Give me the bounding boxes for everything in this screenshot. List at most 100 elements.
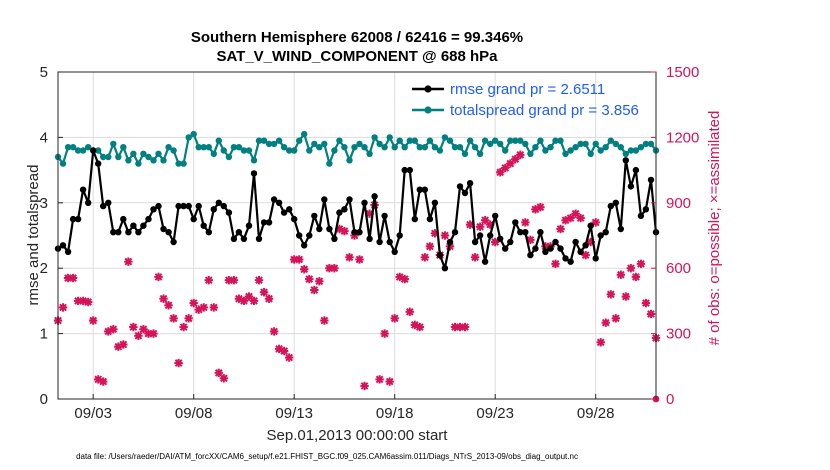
- rmse-point: [175, 202, 182, 210]
- obs-count-point: [360, 381, 369, 391]
- totalspread-point: [175, 160, 182, 167]
- rmse-point: [160, 225, 167, 233]
- rmse-point: [301, 242, 308, 249]
- totalspread-point: [622, 150, 629, 157]
- totalspread-point: [401, 144, 408, 151]
- rmse-point: [386, 238, 393, 246]
- y-right-tick-label: 300: [666, 326, 691, 343]
- rmse-point: [436, 251, 444, 259]
- x-tick-label: 09/13: [275, 405, 313, 422]
- grid-lines: [58, 72, 656, 399]
- rmse-point: [391, 248, 398, 255]
- rmse-point: [461, 189, 469, 197]
- rmse-point: [471, 238, 479, 246]
- totalspread-point: [381, 144, 388, 151]
- obs-count-point: [521, 218, 530, 227]
- totalspread-point: [391, 144, 398, 151]
- obs-count-point: [330, 264, 339, 273]
- obs-count-point: [149, 329, 158, 338]
- rmse-point: [225, 209, 233, 216]
- totalspread-point: [311, 140, 318, 148]
- totalspread-point: [502, 147, 509, 154]
- obs-count-point: [58, 303, 68, 312]
- totalspread-point: [190, 130, 197, 138]
- rmse-point: [270, 196, 278, 203]
- obs-count-point: [254, 275, 264, 285]
- rmse-point: [240, 235, 248, 242]
- obs-count-point: [390, 314, 399, 323]
- rmse-point: [130, 222, 137, 229]
- totalspread-point: [185, 134, 192, 141]
- rmse-point: [527, 251, 534, 259]
- rmse-point: [64, 248, 72, 255]
- y-right-tick-label: 900: [666, 195, 691, 212]
- rmse-point: [180, 202, 187, 210]
- obs-count-point: [189, 298, 198, 308]
- totalspread-point: [507, 137, 514, 144]
- rmse-point: [356, 229, 363, 236]
- totalspread-point: [180, 160, 187, 167]
- totalspread-point: [587, 150, 594, 157]
- obs-count-point: [284, 353, 294, 362]
- totalspread-point: [245, 147, 253, 154]
- rmse-point: [235, 229, 243, 236]
- obs-count-point: [631, 272, 641, 282]
- rmse-point: [411, 215, 418, 223]
- totalspread-point: [235, 144, 243, 151]
- legend-rmse-label: rmse grand pr = 2.6511: [450, 81, 605, 98]
- rmse-point: [220, 202, 227, 210]
- obs-count-point: [375, 375, 384, 384]
- rmse-point: [205, 229, 212, 236]
- y-axis-right-label: # of obs: o=possible; ×=assimilated: [706, 111, 723, 346]
- totalspread-point: [155, 150, 162, 157]
- rmse-point: [135, 229, 142, 236]
- obs-count-point: [129, 322, 138, 332]
- totalspread-point: [446, 137, 454, 144]
- totalspread-point: [547, 144, 554, 151]
- totalspread-point: [617, 144, 624, 151]
- totalspread-point: [461, 150, 469, 157]
- rmse-point: [296, 232, 303, 239]
- series-layer: [53, 130, 661, 403]
- rmse-point: [456, 183, 464, 190]
- rmse-point: [210, 206, 217, 213]
- y-right-tick-label: 1500: [666, 64, 699, 81]
- y-axis-left: 0 1 2 3 4 5: [40, 64, 63, 408]
- rmse-point: [401, 166, 408, 174]
- totalspread-point: [250, 157, 258, 164]
- rmse-point: [492, 212, 499, 220]
- totalspread-point: [592, 140, 599, 148]
- obs-count-point: [576, 213, 585, 223]
- obs-count-point: [264, 294, 274, 303]
- totalspread-point: [366, 150, 373, 157]
- totalspread-point: [321, 140, 328, 148]
- totalspread-point: [492, 137, 499, 144]
- obs-count-point: [440, 231, 450, 240]
- totalspread-point: [351, 144, 358, 151]
- totalspread-point: [607, 137, 614, 144]
- obs-count-point: [83, 297, 93, 307]
- totalspread-point: [255, 137, 263, 144]
- obs-count-point: [204, 275, 213, 285]
- totalspread-point: [421, 144, 428, 151]
- rmse-point: [622, 157, 629, 164]
- plot-frame: [57, 71, 657, 400]
- totalspread-point: [411, 137, 418, 144]
- totalspread-point: [286, 147, 293, 154]
- y-right-tick-label: 600: [666, 260, 691, 277]
- rmse-point: [115, 229, 122, 236]
- obs-count-point: [475, 222, 485, 231]
- rmse-point: [567, 258, 574, 265]
- rmse-point: [195, 202, 202, 210]
- rmse-point: [522, 229, 529, 236]
- y-axis-left-label: rmse and totalspread: [25, 165, 42, 306]
- rmse-point: [381, 212, 388, 220]
- obs-count-point: [99, 377, 108, 386]
- x-axis: 09/03 09/08 09/13 09/18 09/23 09/28: [74, 394, 614, 422]
- totalspread-point: [301, 130, 308, 138]
- rmse-point: [592, 255, 599, 262]
- totalspread-point: [265, 140, 273, 148]
- x-tick-label: 09/03: [74, 405, 112, 422]
- totalspread-point: [497, 140, 504, 148]
- rmse-point: [517, 229, 524, 236]
